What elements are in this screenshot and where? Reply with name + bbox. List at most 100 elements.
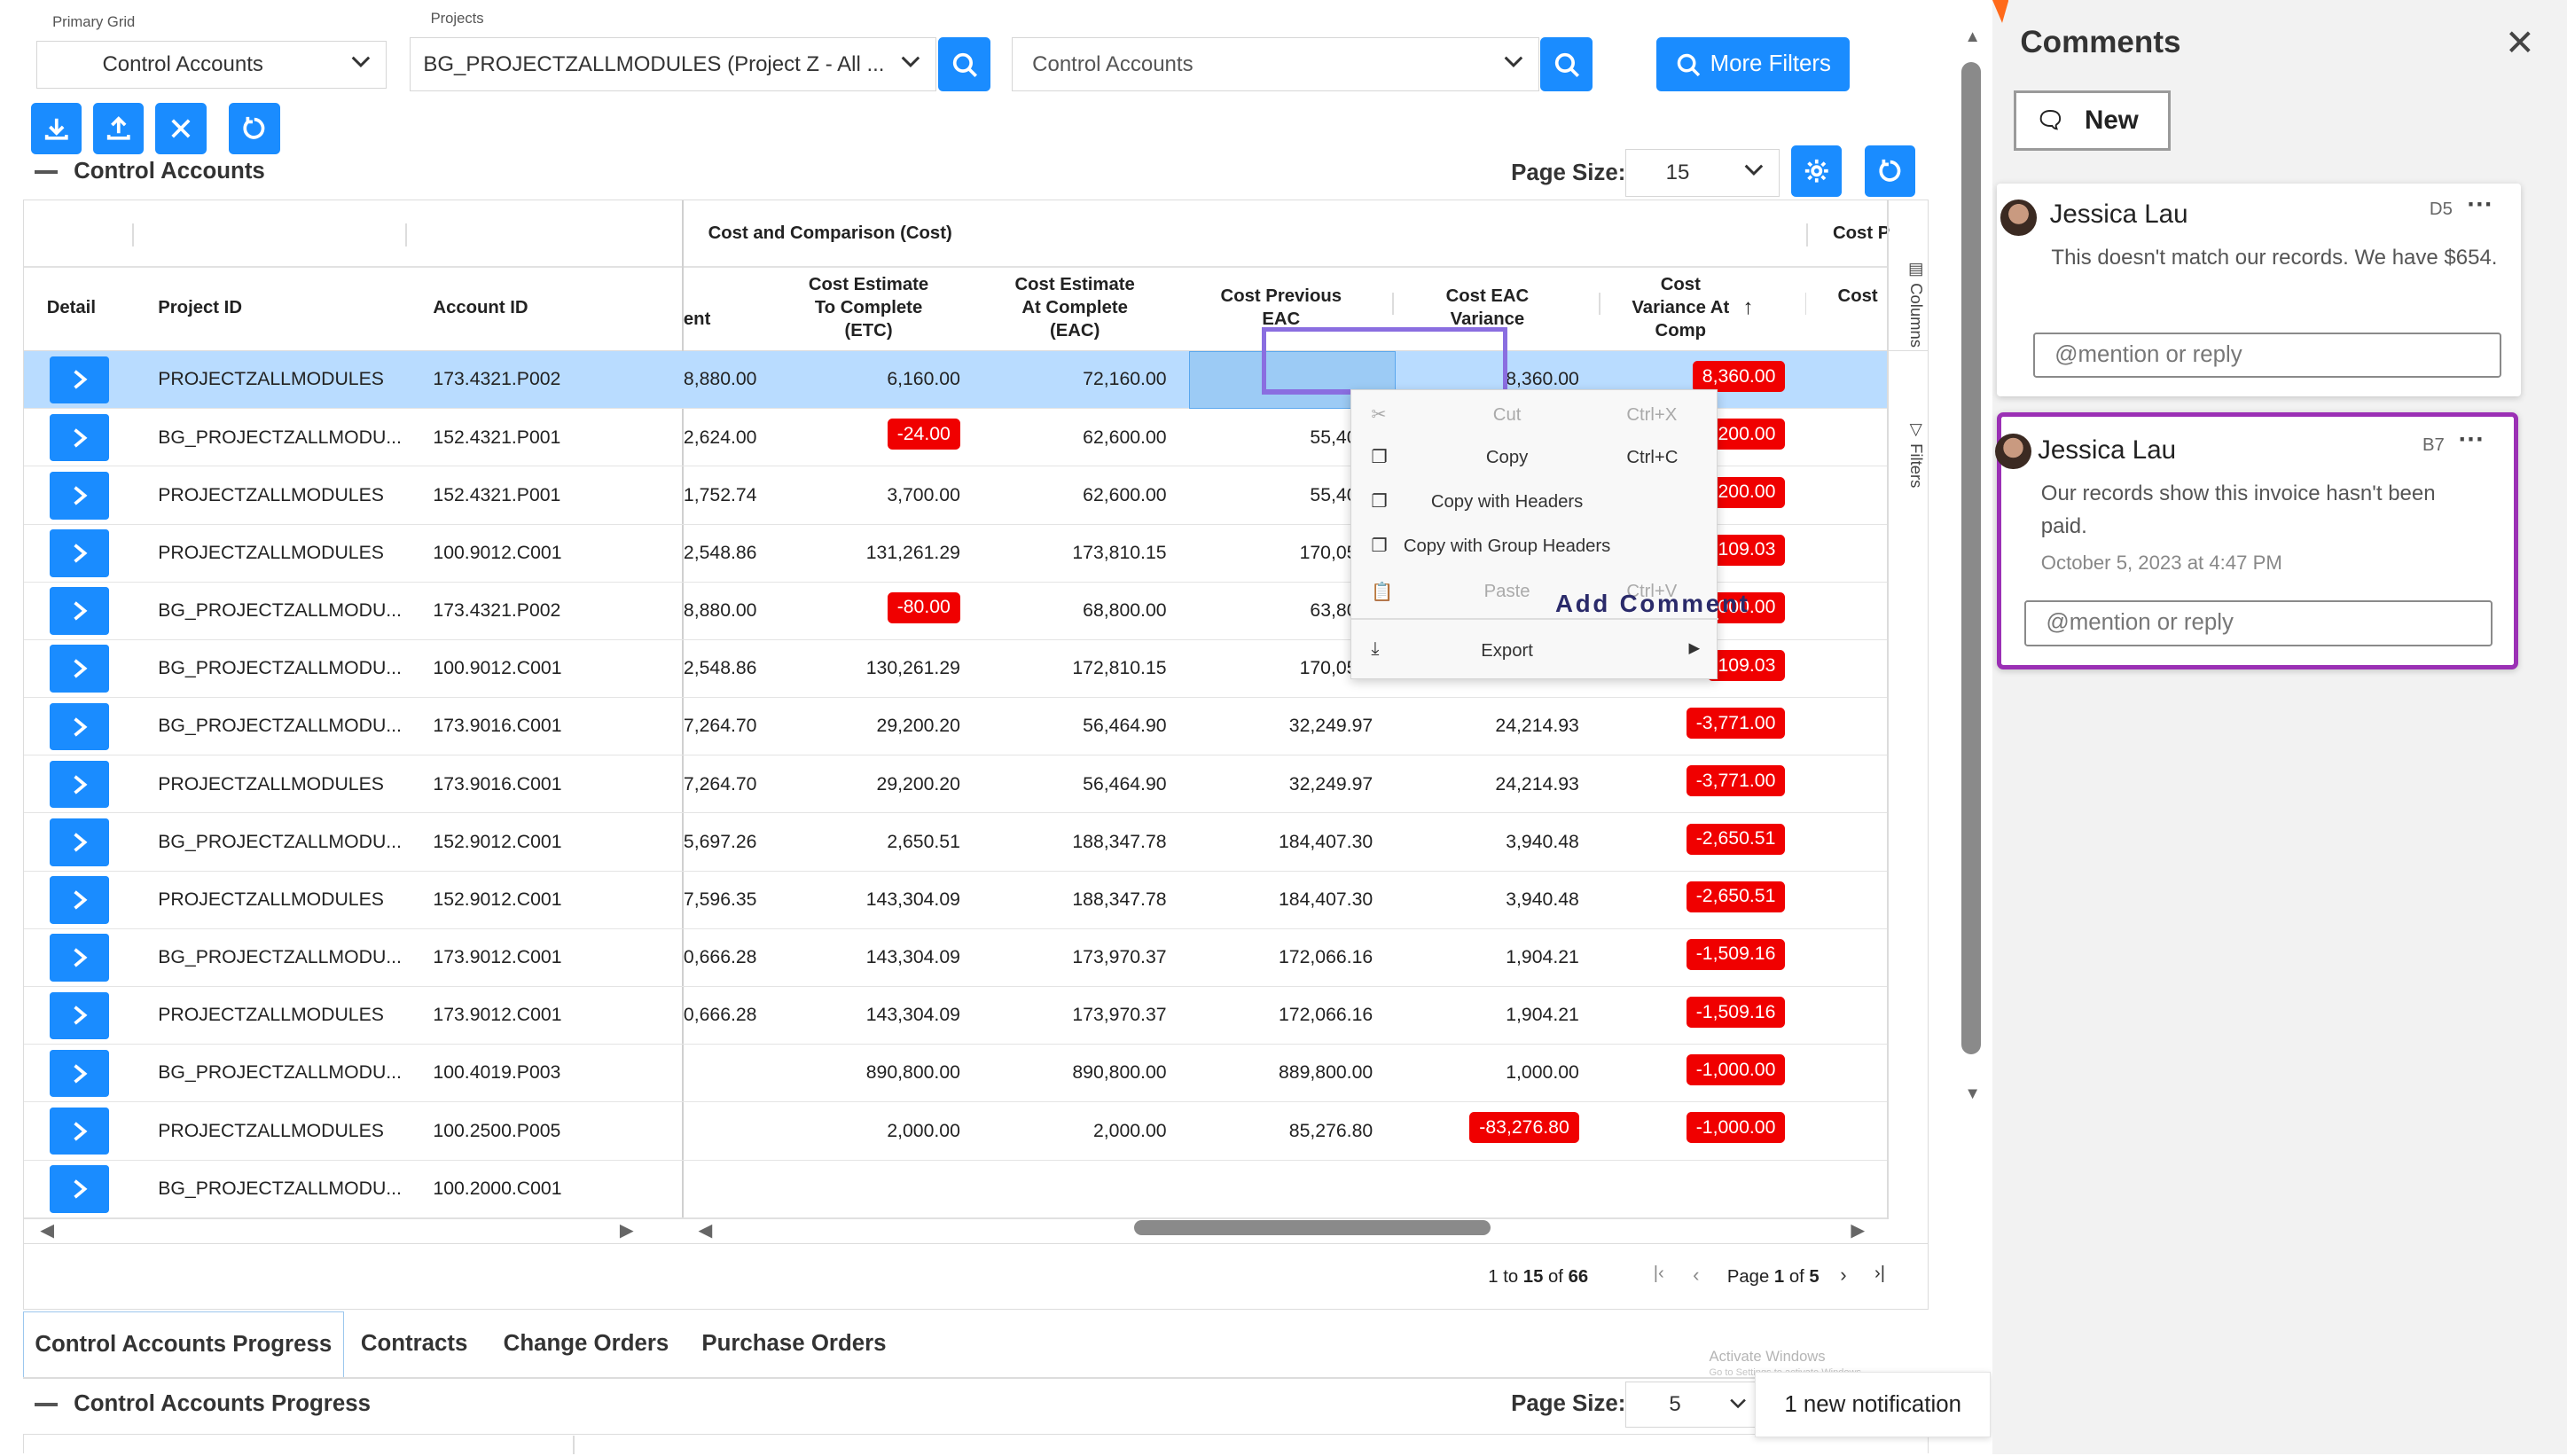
table-row[interactable]: PROJECTZALLMODULES 173.9012.C001 0,666.28 1… (23, 987, 1887, 1045)
cell-eac[interactable]: 172,810.15 (1072, 658, 1167, 679)
cell-eac[interactable]: 56,464.90 (1083, 716, 1167, 737)
cell-variance-comp[interactable]: 200.00 (1708, 476, 1786, 508)
table-row[interactable]: BG_PROJECTZALLMODU... 100.4019.P003 890,80… (23, 1045, 1887, 1103)
table-row[interactable]: BG_PROJECTZALLMODU... 100.2000.C001 (23, 1161, 1887, 1217)
row-detail-button[interactable] (50, 818, 109, 866)
next-page-icon[interactable]: › (1840, 1264, 1847, 1287)
cell-variance-comp[interactable]: -2,650.51 (1686, 823, 1786, 855)
cell-eac-variance[interactable]: 1,904.21 (1506, 947, 1579, 968)
cell-eac[interactable]: 173,810.15 (1072, 542, 1167, 563)
cell-commitment[interactable]: 7,264.70 (683, 773, 757, 795)
cell-commitment[interactable]: 7,596.35 (683, 888, 757, 910)
cell-etc[interactable]: 29,200.20 (876, 716, 960, 737)
cell-account-id[interactable]: 173.9012.C001 (433, 1005, 562, 1026)
upload-button[interactable] (93, 103, 145, 154)
cell-project-id[interactable]: BG_PROJECTZALLMODU... (158, 947, 402, 968)
cell-project-id[interactable]: PROJECTZALLMODULES (158, 369, 384, 390)
cell-account-id[interactable]: 152.9012.C001 (433, 888, 562, 910)
cell-commitment[interactable]: 8,880.00 (683, 369, 757, 390)
cell-etc[interactable]: 6,160.00 (887, 369, 960, 390)
cell-eac[interactable]: 62,600.00 (1083, 484, 1167, 505)
cell-variance-comp[interactable]: -3,771.00 (1686, 765, 1786, 797)
tab-purchase-orders[interactable]: Purchase Orders (701, 1331, 887, 1357)
cell-commitment[interactable]: 7,264.70 (683, 716, 757, 737)
cell-prev-eac[interactable]: 85,276.80 (1288, 1120, 1374, 1141)
cell-variance-comp[interactable]: -2,650.51 (1686, 881, 1786, 912)
cell-eac[interactable]: 62,600.00 (1083, 427, 1167, 448)
cell-eac-variance[interactable]: 3,940.48 (1506, 888, 1579, 910)
page-size-select[interactable]: 15 (1625, 149, 1780, 197)
collapse-icon[interactable] (34, 170, 58, 174)
col-header-prev-eac[interactable]: Cost Previous EAC (1220, 286, 1342, 330)
col-header-commitment[interactable]: ent (683, 309, 711, 330)
cell-account-id[interactable]: 173.4321.P002 (433, 369, 561, 390)
more-filters-button[interactable]: More Filters (1656, 37, 1851, 92)
cell-eac-variance[interactable]: 24,214.93 (1495, 773, 1579, 795)
cell-commitment[interactable]: 2,624.00 (683, 427, 757, 448)
cell-eac[interactable]: 188,347.78 (1072, 831, 1167, 852)
tab-contracts[interactable]: Contracts (360, 1331, 468, 1357)
cell-project-id[interactable]: BG_PROJECTZALLMODU... (158, 658, 402, 679)
cell-project-id[interactable]: BG_PROJECTZALLMODU... (158, 831, 402, 852)
row-detail-button[interactable] (50, 645, 109, 693)
notification-toast[interactable]: 1 new notification (1755, 1372, 1992, 1438)
cell-commitment[interactable]: 2,548.86 (683, 658, 757, 679)
clear-button[interactable] (155, 103, 207, 154)
collapse-icon[interactable] (34, 1403, 58, 1406)
reset-button[interactable] (229, 103, 280, 154)
cell-prev-eac[interactable]: 889,800.00 (1278, 1062, 1374, 1084)
scroll-right-icon[interactable]: ▶ (1851, 1220, 1865, 1241)
cell-eac[interactable]: 188,347.78 (1072, 888, 1167, 910)
row-detail-button[interactable] (50, 413, 109, 462)
last-page-icon[interactable]: ›| (1874, 1264, 1886, 1284)
cell-account-id[interactable]: 100.4019.P003 (433, 1062, 561, 1084)
table-row[interactable]: BG_PROJECTZALLMODU... 100.9012.C001 2,548.… (23, 640, 1887, 699)
context-menu-item[interactable]: ❐ Copy Ctrl+C (1351, 436, 1718, 479)
cell-eac-variance[interactable]: 8,360.00 (1506, 369, 1579, 390)
col-header-project-id[interactable]: Project ID (158, 298, 242, 318)
cell-commitment[interactable]: 0,666.28 (683, 1005, 757, 1026)
row-detail-button[interactable] (50, 991, 109, 1040)
scroll-left-icon[interactable]: ◀ (40, 1220, 54, 1241)
row-detail-button[interactable] (50, 1165, 109, 1213)
new-comment-button[interactable]: 🗨 New (2013, 90, 2172, 151)
cell-eac-variance[interactable]: 3,940.48 (1506, 831, 1579, 852)
cell-etc[interactable]: 2,650.51 (887, 831, 960, 852)
cell-project-id[interactable]: PROJECTZALLMODULES (158, 1120, 384, 1141)
table-row[interactable]: PROJECTZALLMODULES 173.9016.C001 7,264.70 2… (23, 755, 1887, 814)
cell-project-id[interactable]: BG_PROJECTZALLMODU... (158, 1178, 402, 1199)
cell-project-id[interactable]: BG_PROJECTZALLMODU... (158, 427, 402, 448)
cell-eac-variance[interactable]: 1,904.21 (1506, 1005, 1579, 1026)
cell-prev-eac[interactable]: 172,066.16 (1278, 1005, 1374, 1026)
cell-account-id[interactable]: 173.9016.C001 (433, 773, 562, 795)
context-menu-item[interactable]: ⤓ Export ▶ (1351, 630, 1718, 672)
row-detail-button[interactable] (50, 1107, 109, 1155)
cell-project-id[interactable]: PROJECTZALLMODULES (158, 1005, 384, 1026)
grid-refresh-button[interactable] (1864, 145, 1916, 197)
cell-project-id[interactable]: PROJECTZALLMODULES (158, 888, 384, 910)
cell-etc[interactable]: 3,700.00 (887, 484, 960, 505)
cell-eac-variance[interactable]: 24,214.93 (1495, 716, 1579, 737)
row-detail-button[interactable] (50, 876, 109, 924)
cell-prev-eac[interactable]: 32,249.97 (1288, 773, 1374, 795)
columns-panel-tab[interactable]: ▤ Columns (1890, 260, 1926, 378)
cell-account-id[interactable]: 100.9012.C001 (433, 542, 562, 563)
row-detail-button[interactable] (50, 529, 109, 577)
cell-commitment[interactable]: 0,666.28 (683, 947, 757, 968)
download-button[interactable] (31, 103, 82, 154)
tab-control-accounts-progress[interactable]: Control Accounts Progress (22, 1311, 344, 1377)
cell-commitment[interactable]: 5,697.26 (683, 831, 757, 852)
cell-etc[interactable]: -24.00 (887, 419, 960, 450)
scroll-down-icon[interactable]: ▼ (1964, 1084, 1981, 1103)
col-header-etc[interactable]: Cost Estimate To Complete (ETC) (808, 275, 929, 341)
sort-ascending-icon[interactable]: ↑ (1742, 295, 1754, 320)
col-header-eac-variance[interactable]: Cost EAC Variance (1445, 286, 1530, 330)
scroll-right-icon[interactable]: ▶ (619, 1220, 634, 1241)
cell-eac[interactable]: 56,464.90 (1083, 773, 1167, 795)
control-accounts-search-button[interactable] (1540, 37, 1593, 92)
table-row[interactable]: BG_PROJECTZALLMODU... 152.4321.P001 2,624.… (23, 409, 1887, 467)
projects-search-button[interactable] (937, 37, 990, 92)
cell-etc[interactable]: 890,800.00 (865, 1062, 960, 1084)
first-page-icon[interactable]: |‹ (1653, 1264, 1664, 1284)
row-detail-button[interactable] (50, 934, 109, 982)
